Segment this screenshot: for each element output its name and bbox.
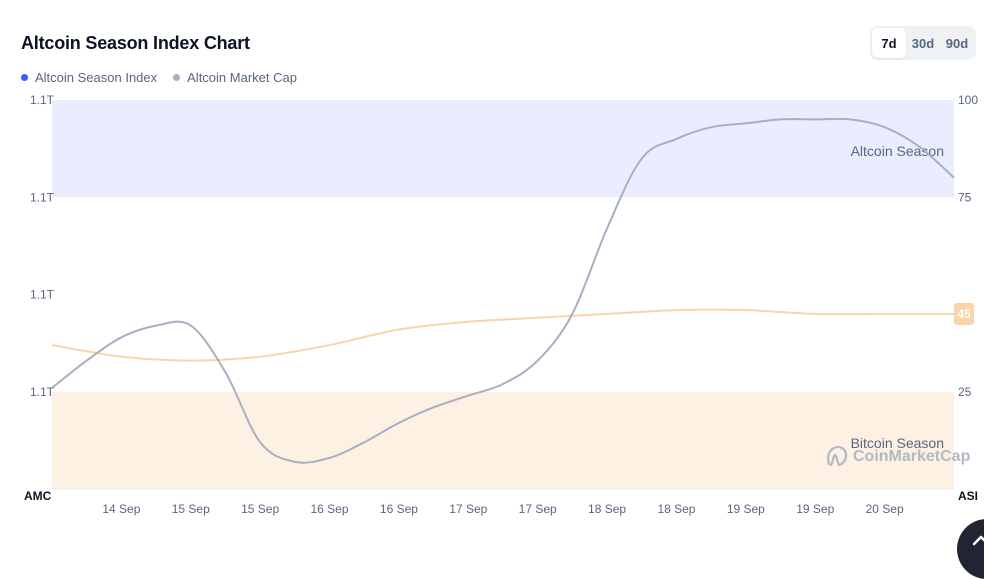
range-button-90d[interactable]: 90d [945,35,969,51]
right-tick-label: 75 [958,190,972,204]
current-value-badge-text: 45 [957,307,971,321]
watermark-text: CoinMarketCap [853,448,971,465]
left-axis-title: AMC [24,489,52,503]
chart-legend: Altcoin Season Index Altcoin Market Cap [21,70,297,85]
coinmarketcap-watermark: CoinMarketCap [826,444,970,470]
x-tick-label: 18 Sep [588,502,626,516]
bitcoin-season-label: Bitcoin Season [851,435,944,451]
chart-card: Altcoin Season Bitcoin Season 1.1T 1.1T 1.… [21,26,984,579]
page-title: Altcoin Season Index Chart [21,33,250,53]
range-button-7d[interactable]: 7d [872,28,906,58]
x-tick-label: 18 Sep [657,502,695,516]
x-tick-label: 15 Sep [241,502,279,516]
legend-item-altcoin-season-index[interactable]: Altcoin Season Index [21,70,157,85]
chevron-up-icon [972,535,984,546]
series-line-altcoin-market-cap [51,117,955,464]
coinmarketcap-logo-icon [826,445,848,467]
right-axis-title: ASI [958,489,978,503]
current-value-badge-bg [954,302,974,325]
x-tick-label: 16 Sep [311,502,349,516]
left-tick-label: 1.1T [30,385,55,399]
time-range-selector: 7d 30d 90d [870,26,976,60]
right-tick-label: 25 [958,385,972,399]
left-tick-label: 1.1T [30,93,55,107]
bitcoin-season-zone [52,392,954,489]
x-tick-label: 15 Sep [172,502,210,516]
series-line-altcoin-season-index [51,308,954,362]
left-tick-label: 1.1T [30,190,55,204]
chart-plot: Altcoin Season Bitcoin Season 1.1T1.1T1.… [24,93,978,516]
x-tick-label: 20 Sep [866,502,904,516]
legend-label: Altcoin Market Cap [187,70,297,85]
x-tick-label: 14 Sep [102,502,140,516]
x-tick-label: 19 Sep [727,502,765,516]
current-value-badge: 45 [954,302,974,325]
legend-dot-icon [173,74,181,81]
left-tick-label: 1.1T [30,288,55,302]
x-tick-label: 19 Sep [796,502,834,516]
legend-label: Altcoin Season Index [35,70,158,85]
right-tick-label: 100 [958,93,978,107]
legend-dot-icon [21,74,28,81]
x-tick-label: 16 Sep [380,502,418,516]
range-button-30d[interactable]: 30d [911,35,935,51]
x-tick-label: 17 Sep [449,502,487,516]
legend-item-altcoin-market-cap[interactable]: Altcoin Market Cap [173,70,297,85]
altcoin-season-zone [52,100,954,197]
x-tick-label: 17 Sep [519,502,557,516]
